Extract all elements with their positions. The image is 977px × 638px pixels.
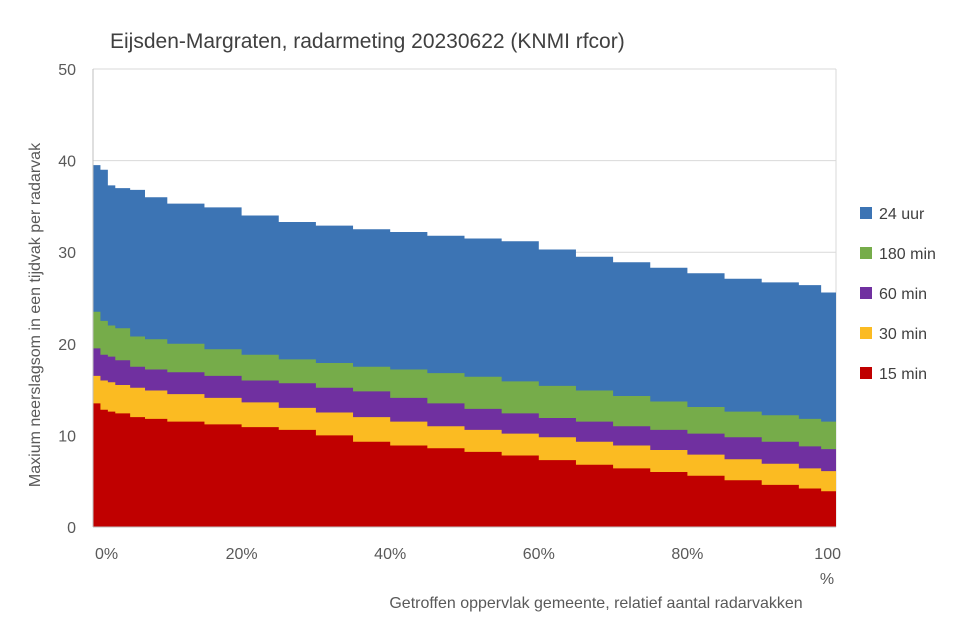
- y-tick-label-5: 50: [58, 62, 76, 79]
- legend-label-4: 15 min: [879, 366, 927, 383]
- x-tick-label-0: 0%: [95, 546, 118, 563]
- chart-title: Eijsden-Margraten, radarmeting 20230622 …: [110, 30, 625, 53]
- x-tick-label-5: 100: [814, 546, 841, 563]
- area-series: [93, 165, 836, 527]
- x-tick-labels: 0% 20% 40% 60% 80% 100: [95, 546, 841, 563]
- y-tick-label-1: 10: [58, 428, 76, 445]
- legend-label-3: 30 min: [879, 326, 927, 343]
- y-tick-label-0: 0: [67, 520, 76, 537]
- y-tick-label-4: 40: [58, 154, 76, 171]
- x-tick-label-1: 20%: [226, 546, 258, 563]
- legend-swatch-4: [860, 367, 872, 379]
- legend-swatch-1: [860, 247, 872, 259]
- x-unit-label: %: [820, 571, 834, 588]
- legend-label-0: 24 uur: [879, 206, 925, 223]
- legend-label-1: 180 min: [879, 246, 936, 263]
- legend: 24 uur 180 min 60 min 30 min 15 min: [860, 206, 936, 383]
- legend-label-2: 60 min: [879, 286, 927, 303]
- legend-swatch-0: [860, 207, 872, 219]
- legend-swatch-3: [860, 327, 872, 339]
- y-tick-labels: 0 10 20 30 40 50: [58, 62, 76, 537]
- legend-swatch-2: [860, 287, 872, 299]
- y-tick-label-2: 20: [58, 337, 76, 354]
- x-tick-label-4: 80%: [671, 546, 703, 563]
- x-tick-label-2: 40%: [374, 546, 406, 563]
- x-tick-label-3: 60%: [523, 546, 555, 563]
- x-axis-label: Getroffen oppervlak gemeente, relatief a…: [389, 595, 802, 612]
- y-axis-label: Maxium neerslagsom in een tijdvak per ra…: [27, 142, 44, 487]
- y-tick-label-3: 30: [58, 245, 76, 262]
- area-15-min: [93, 403, 836, 527]
